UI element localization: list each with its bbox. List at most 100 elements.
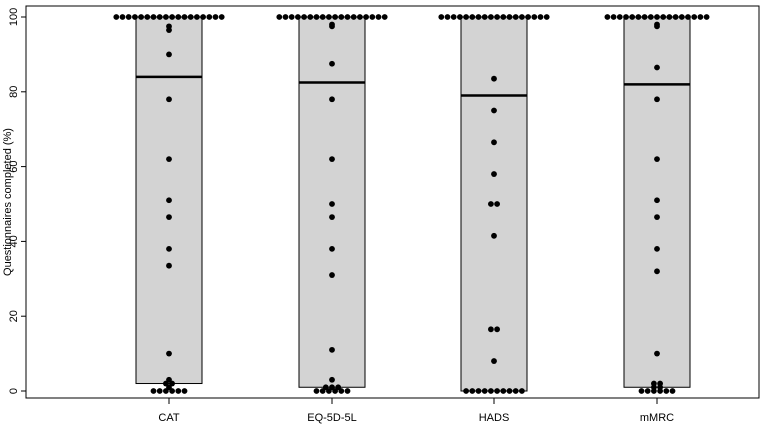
data-point <box>276 14 283 20</box>
data-point <box>438 14 445 20</box>
data-point <box>616 14 623 20</box>
data-point <box>491 171 497 177</box>
data-point <box>332 14 338 20</box>
data-point <box>488 388 494 394</box>
data-point <box>644 388 651 394</box>
data-point <box>654 64 660 71</box>
data-point <box>156 388 163 394</box>
data-point <box>654 214 660 220</box>
data-point <box>651 380 657 387</box>
data-point <box>344 14 351 20</box>
data-point <box>475 14 482 20</box>
data-point <box>163 14 169 20</box>
data-point <box>175 14 182 20</box>
data-point <box>329 384 335 391</box>
data-point <box>654 23 660 30</box>
data-point <box>169 14 176 20</box>
data-point <box>212 14 219 20</box>
y-tick-label: 40 <box>8 235 20 247</box>
data-point <box>654 14 660 20</box>
data-point <box>166 96 172 103</box>
data-point <box>326 14 332 20</box>
data-point <box>512 14 519 20</box>
data-point <box>604 14 611 20</box>
data-point <box>156 14 163 20</box>
data-point <box>181 14 188 20</box>
data-point <box>475 388 482 394</box>
data-point <box>206 14 213 20</box>
data-point <box>641 14 648 20</box>
data-point <box>669 388 676 394</box>
data-point <box>610 14 617 20</box>
data-point <box>329 96 335 103</box>
data-point <box>200 14 207 20</box>
data-point <box>635 14 642 20</box>
data-point <box>500 388 507 394</box>
box-hads <box>460 16 528 392</box>
data-point <box>150 388 157 394</box>
x-axis: CAT EQ-5D-5L HADS mMRC <box>158 397 674 424</box>
data-point <box>335 384 342 391</box>
data-point <box>125 14 132 20</box>
data-point <box>629 14 636 20</box>
data-point <box>638 388 645 394</box>
data-point <box>319 14 326 20</box>
data-point <box>678 14 685 20</box>
data-point <box>301 14 307 20</box>
data-point <box>350 14 357 20</box>
data-point <box>444 14 451 20</box>
data-point <box>166 350 172 357</box>
data-point <box>313 14 320 20</box>
data-point <box>654 268 660 275</box>
data-point <box>525 14 531 20</box>
data-point <box>329 346 335 353</box>
data-point <box>623 14 629 20</box>
y-tick-label: 0 <box>8 388 20 394</box>
data-point <box>543 14 550 20</box>
x-tick-label: CAT <box>158 412 179 424</box>
data-point <box>166 376 172 383</box>
data-point <box>194 14 200 20</box>
y-axis-title: Questionnaires completed (%) <box>2 128 14 276</box>
data-point <box>663 388 670 394</box>
x-tick-label: EQ-5D-5L <box>307 412 357 424</box>
data-point <box>491 358 497 364</box>
data-point <box>329 272 335 278</box>
data-point <box>175 388 182 394</box>
data-point <box>697 14 704 20</box>
data-point <box>660 14 667 20</box>
data-point <box>144 14 151 20</box>
data-point <box>494 201 500 207</box>
data-point <box>357 14 363 20</box>
data-point <box>494 326 500 333</box>
data-point <box>491 139 497 146</box>
data-point <box>329 376 335 383</box>
data-point <box>138 14 145 20</box>
data-point <box>519 14 525 20</box>
data-point <box>463 388 469 394</box>
data-point <box>329 23 335 30</box>
data-point <box>537 14 544 20</box>
data-point <box>491 107 497 114</box>
data-point <box>375 14 382 20</box>
data-point <box>494 14 500 20</box>
data-point <box>132 14 138 20</box>
y-axis: 0 20 40 60 80 100 <box>8 8 27 394</box>
data-point <box>481 14 488 20</box>
data-point <box>166 156 172 163</box>
data-point <box>119 14 126 20</box>
data-point <box>488 201 494 207</box>
data-point <box>654 245 660 252</box>
data-point <box>657 380 663 387</box>
data-point <box>329 201 335 207</box>
data-point <box>463 14 469 20</box>
data-point <box>166 27 172 33</box>
data-point <box>488 326 494 333</box>
data-point <box>295 14 301 20</box>
data-point <box>491 75 497 82</box>
data-point <box>469 388 476 394</box>
data-point <box>150 14 157 20</box>
data-point <box>512 388 519 394</box>
data-point <box>488 14 494 20</box>
data-point <box>369 14 376 20</box>
